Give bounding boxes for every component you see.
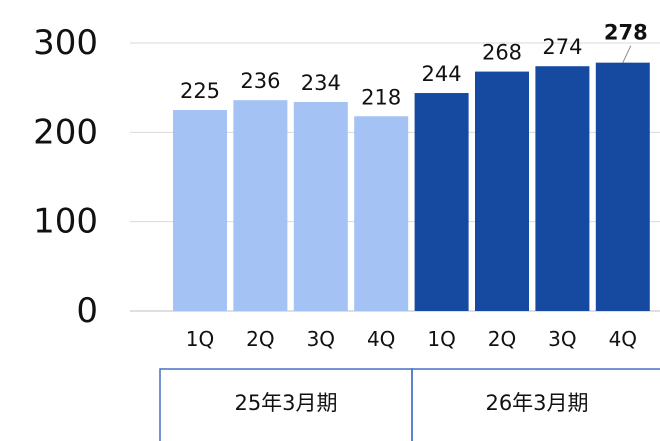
x-tick-label-2: 2Q — [246, 327, 274, 351]
data-label-5: 244 — [422, 62, 462, 86]
data-label-7: 274 — [542, 35, 582, 59]
bar-5 — [414, 93, 469, 311]
y-tick-label: 200 — [33, 112, 98, 152]
x-tick-label-3: 3Q — [307, 327, 335, 351]
bar-1 — [173, 110, 227, 311]
y-tick-label: 0 — [76, 291, 98, 331]
data-label-2: 236 — [240, 69, 280, 93]
data-labels: 225 236 234 218 244 268 274 278 — [180, 21, 648, 110]
period-group-label-2: 26年3月期 — [485, 391, 588, 415]
bar-6 — [475, 71, 529, 311]
data-label-1: 225 — [180, 79, 220, 103]
data-label-leader-line — [622, 45, 632, 63]
period-group-box-2 — [411, 368, 660, 441]
data-label-4: 218 — [361, 85, 401, 109]
bar-8 — [595, 62, 650, 311]
period-groups: 25年3月期 26年3月期 — [159, 368, 660, 441]
x-axis-tick-labels: 1Q 2Q 3Q 4Q 1Q 2Q 3Q 4Q — [186, 327, 637, 351]
data-label-6: 268 — [482, 41, 522, 65]
data-label-3: 234 — [301, 71, 341, 95]
x-tick-label-8: 4Q — [609, 327, 637, 351]
y-axis-tick-labels: 0 100 200 300 — [33, 23, 98, 331]
bar-3 — [293, 101, 348, 312]
x-tick-label-4: 4Q — [367, 327, 395, 351]
y-tick-label: 100 — [33, 202, 98, 242]
period-group-label-1: 25年3月期 — [234, 391, 337, 415]
bar-7 — [535, 66, 590, 311]
bars — [173, 62, 650, 312]
x-tick-label-7: 3Q — [548, 327, 576, 351]
bar-4 — [354, 116, 409, 312]
y-tick-label: 300 — [33, 23, 98, 63]
data-label-8: 278 — [604, 21, 648, 45]
x-tick-label-5: 1Q — [427, 327, 455, 351]
bar-2 — [233, 100, 288, 311]
x-tick-label-1: 1Q — [186, 327, 214, 351]
x-tick-label-6: 2Q — [488, 327, 516, 351]
